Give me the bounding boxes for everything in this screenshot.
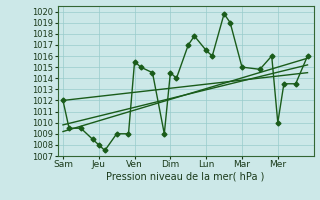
X-axis label: Pression niveau de la mer( hPa ): Pression niveau de la mer( hPa ) xyxy=(107,172,265,182)
